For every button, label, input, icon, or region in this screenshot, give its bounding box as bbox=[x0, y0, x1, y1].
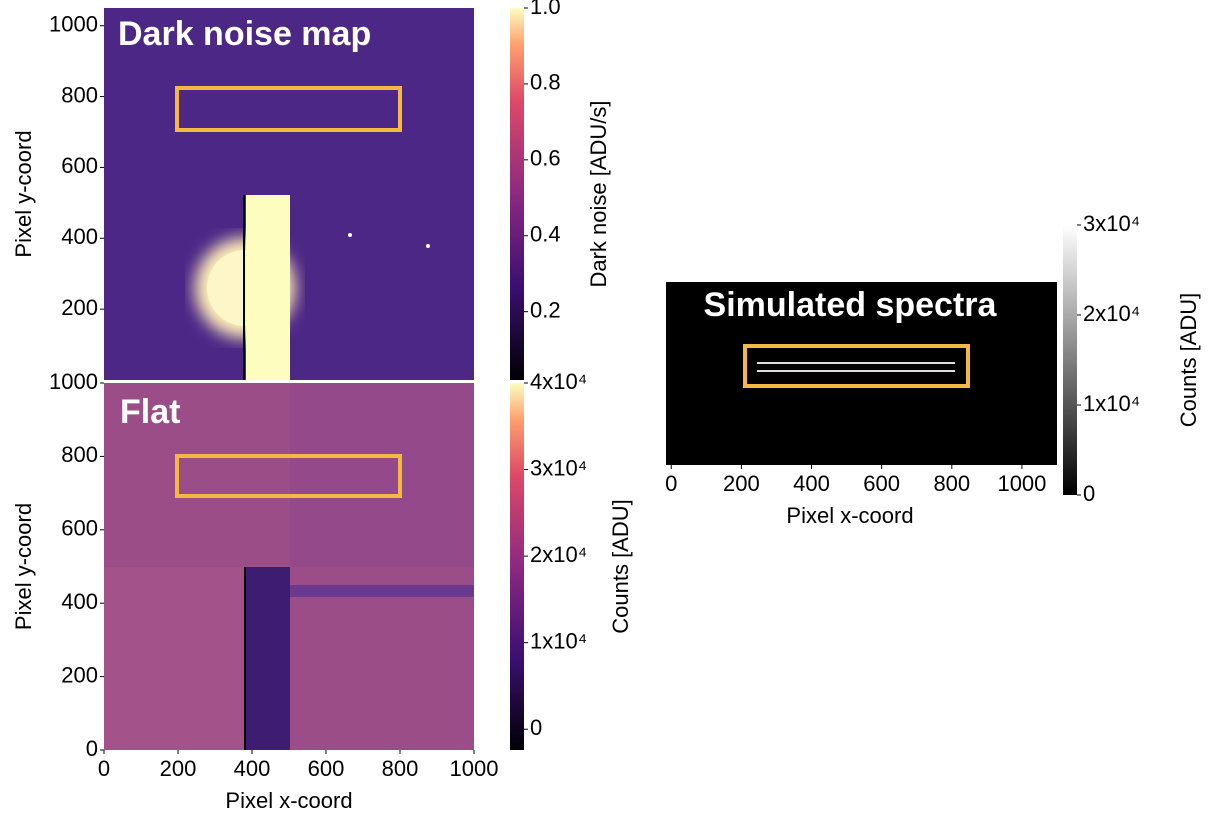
colorbar-tick-label: 1x10⁴ bbox=[1083, 391, 1140, 416]
colorbar-tick-label: 0.8 bbox=[530, 70, 561, 95]
x-axis-label: Pixel x-coord bbox=[225, 788, 352, 813]
y-tick-label: 200 bbox=[61, 662, 98, 687]
colorbar-label: Counts [ADU] bbox=[608, 499, 633, 634]
y-tick-label: 800 bbox=[61, 82, 98, 107]
panel-title: Flat bbox=[120, 393, 180, 431]
colorbar-tick-label: 4x10⁴ bbox=[530, 369, 587, 394]
y-tick-label: 200 bbox=[61, 295, 98, 320]
colorbar bbox=[510, 8, 524, 380]
y-tick-label: 1000 bbox=[49, 369, 98, 394]
colorbar-tick-label: 0 bbox=[1083, 481, 1095, 506]
colorbar-tick-label: 3x10⁴ bbox=[530, 455, 587, 480]
x-tick-label: 800 bbox=[382, 756, 419, 781]
colorbar-tick-label: 0.4 bbox=[530, 222, 561, 247]
x-tick-label: 0 bbox=[98, 756, 110, 781]
x-tick-label: 800 bbox=[933, 471, 970, 496]
colorbar bbox=[510, 383, 524, 750]
colorbar-tick-label: 1.0 bbox=[530, 0, 561, 19]
x-tick-label: 0 bbox=[665, 471, 677, 496]
colorbar-tick-label: 1x10⁴ bbox=[530, 628, 587, 653]
y-tick-label: 600 bbox=[61, 153, 98, 178]
y-tick-label: 1000 bbox=[49, 12, 98, 37]
x-tick-label: 1000 bbox=[997, 471, 1046, 496]
x-tick-label: 200 bbox=[723, 471, 760, 496]
x-tick-label: 400 bbox=[793, 471, 830, 496]
dark-noise-image bbox=[104, 8, 474, 380]
x-tick-label: 1000 bbox=[450, 756, 499, 781]
x-tick-label: 400 bbox=[234, 756, 271, 781]
colorbar-tick-label: 2x10⁴ bbox=[530, 542, 587, 567]
y-tick-label: 400 bbox=[61, 589, 98, 614]
y-tick-label: 400 bbox=[61, 224, 98, 249]
colorbar bbox=[1063, 225, 1077, 495]
y-axis-label: Pixel y-coord bbox=[11, 130, 36, 257]
y-tick-label: 600 bbox=[61, 516, 98, 541]
colorbar-tick-label: 3x10⁴ bbox=[1083, 211, 1140, 236]
x-tick-label: 600 bbox=[863, 471, 900, 496]
y-axis-label: Pixel y-coord bbox=[11, 503, 36, 630]
panel-title: Dark noise map bbox=[118, 15, 371, 53]
colorbar-label: Dark noise [ADU/s] bbox=[586, 100, 611, 287]
colorbar-tick-label: 0.6 bbox=[530, 146, 561, 171]
y-tick-label: 800 bbox=[61, 442, 98, 467]
flat-image bbox=[104, 383, 474, 750]
colorbar-tick-label: 0 bbox=[530, 715, 542, 740]
x-tick-label: 600 bbox=[308, 756, 345, 781]
x-tick-label: 200 bbox=[160, 756, 197, 781]
colorbar-tick-label: 2x10⁴ bbox=[1083, 301, 1140, 326]
figure: Dark noise map 200 400 600 800 1000 Pixel y-co… bbox=[0, 0, 1211, 825]
panel-title: Simulated spectra bbox=[704, 286, 998, 324]
x-axis-label: Pixel x-coord bbox=[786, 503, 913, 528]
y-tick-label: 0 bbox=[86, 736, 98, 761]
colorbar-label: Counts [ADU] bbox=[1176, 293, 1201, 428]
colorbar-tick-label: 0.2 bbox=[530, 297, 561, 322]
